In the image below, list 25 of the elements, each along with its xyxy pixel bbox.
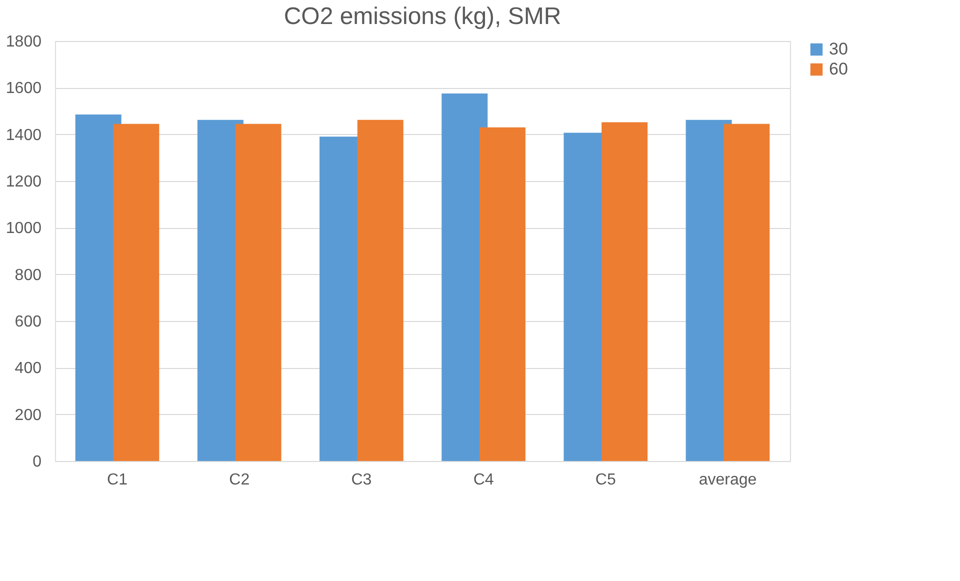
y-tick-label: 200 bbox=[14, 406, 42, 424]
x-tick-label: C5 bbox=[595, 472, 616, 488]
x-tick-label: C1 bbox=[107, 472, 128, 488]
y-tick-label: 600 bbox=[14, 314, 42, 330]
bar bbox=[602, 122, 648, 461]
x-tick-label: C2 bbox=[229, 472, 250, 488]
bar bbox=[479, 127, 526, 461]
y-tick-label: 400 bbox=[14, 360, 42, 378]
legend-label: 30 bbox=[829, 40, 848, 58]
x-tick-label: C3 bbox=[351, 472, 372, 488]
legend-label: 60 bbox=[829, 60, 848, 78]
bar bbox=[357, 120, 404, 461]
y-tick-label: 0 bbox=[32, 454, 42, 470]
x-tick-label: C4 bbox=[473, 472, 494, 488]
bar bbox=[724, 124, 770, 461]
y-tick-label: 1600 bbox=[6, 80, 42, 98]
chart-title: CO2 emissions (kg), SMR bbox=[284, 3, 562, 30]
bar bbox=[113, 124, 160, 461]
y-tick-label: 1200 bbox=[6, 174, 42, 190]
y-tick-label: 1400 bbox=[6, 126, 42, 144]
y-tick-label: 1000 bbox=[6, 220, 42, 238]
x-tick-label: average bbox=[698, 472, 757, 488]
bar bbox=[235, 124, 282, 461]
y-tick-label: 1800 bbox=[6, 34, 42, 50]
y-tick-label: 800 bbox=[14, 266, 42, 284]
